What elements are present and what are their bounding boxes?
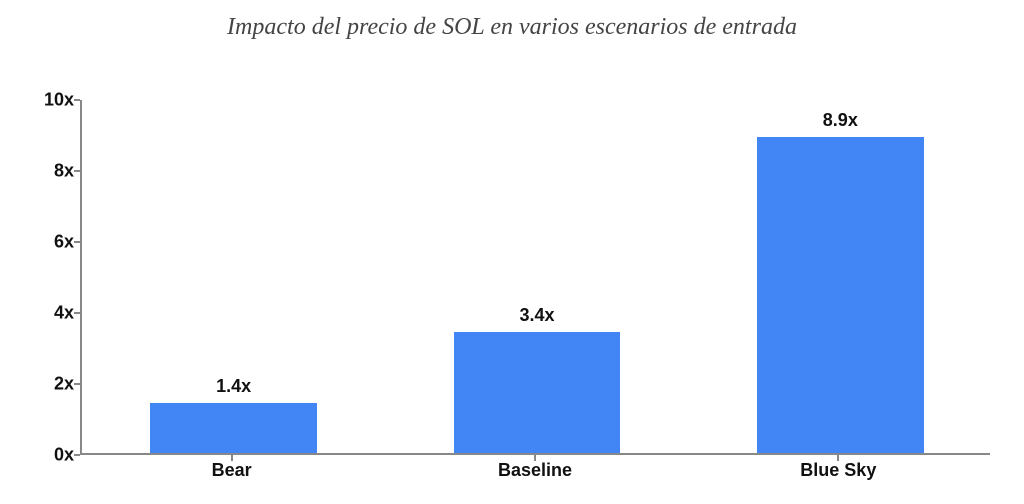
y-tick-mark	[74, 99, 80, 101]
y-tick-label: 4x	[20, 303, 74, 324]
y-tick-label: 8x	[20, 161, 74, 182]
x-tick-mark	[837, 455, 839, 461]
y-tick-label: 0x	[20, 445, 74, 466]
y-tick-mark	[74, 454, 80, 456]
x-category-label: Bear	[80, 460, 383, 481]
x-tick-mark	[534, 455, 536, 461]
y-tick-mark	[74, 312, 80, 314]
plot-area: 1.4x 3.4x 8.9x	[80, 100, 990, 455]
bar-value-label: 3.4x	[454, 305, 621, 326]
chart-container: 1.4x3.4x8.9x 0x2x4x6x8x10xBearBaselineBl…	[20, 100, 1004, 490]
bar-value-label: 1.4x	[150, 376, 317, 397]
y-tick-mark	[74, 241, 80, 243]
bar: 3.4x	[454, 332, 621, 453]
bar-value-label: 8.9x	[757, 110, 924, 131]
bar: 1.4x	[150, 403, 317, 453]
x-category-label: Baseline	[383, 460, 686, 481]
y-tick-label: 2x	[20, 374, 74, 395]
bar: 8.9x	[757, 137, 924, 453]
y-tick-label: 10x	[20, 90, 74, 111]
y-tick-mark	[74, 170, 80, 172]
y-tick-label: 6x	[20, 232, 74, 253]
x-category-label: Blue Sky	[687, 460, 990, 481]
y-tick-mark	[74, 383, 80, 385]
x-tick-mark	[231, 455, 233, 461]
chart-title: Impacto del precio de SOL en varios esce…	[0, 14, 1024, 41]
